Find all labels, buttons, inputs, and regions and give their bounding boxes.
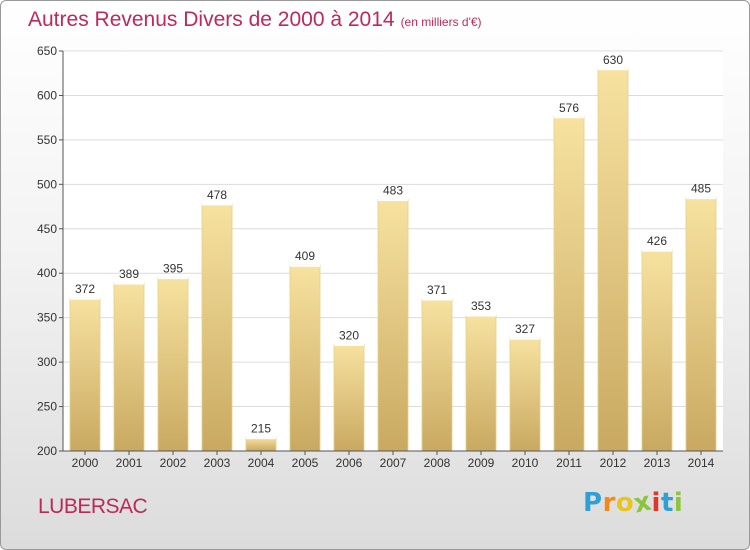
x-tick-label: 2013 (644, 456, 671, 470)
y-tick-label: 250 (37, 400, 57, 414)
bar (509, 337, 541, 452)
bar-value-label: 395 (163, 262, 183, 276)
x-tick-label: 2006 (336, 456, 363, 470)
logo-letter: t (660, 488, 674, 518)
bar (377, 199, 409, 452)
logo-letter: P (583, 488, 603, 518)
y-tick-label: 200 (37, 444, 57, 458)
bar-value-label: 409 (295, 249, 315, 263)
title-unit: (en milliers d'€) (400, 15, 482, 29)
x-tick-label: 2008 (424, 456, 451, 470)
bar (421, 298, 453, 452)
bar (685, 197, 717, 452)
x-tick-label: 2010 (512, 456, 539, 470)
y-tick-label: 350 (37, 311, 57, 325)
location-label: LUBERSAC (38, 495, 148, 518)
bar-value-label: 630 (603, 53, 623, 67)
bar-value-label: 485 (691, 182, 711, 196)
bar (245, 437, 277, 452)
x-tick-label: 2002 (160, 456, 187, 470)
x-tick-label: 2003 (204, 456, 231, 470)
x-tick-label: 2014 (688, 456, 715, 470)
bar-value-label: 353 (471, 299, 491, 313)
bar-value-label: 576 (559, 101, 579, 115)
bar-value-label: 320 (339, 328, 359, 342)
bar-value-label: 372 (75, 282, 95, 296)
logo-letter: r (602, 488, 616, 518)
x-tick-label: 2004 (248, 456, 275, 470)
y-tick-label: 650 (37, 44, 57, 58)
x-tick-label: 2001 (116, 456, 143, 470)
bar (333, 343, 365, 452)
bar-value-label: 371 (427, 283, 447, 297)
bar (641, 249, 673, 452)
bar-value-label: 215 (251, 422, 271, 436)
logo-letter: i (673, 488, 684, 518)
bar (69, 297, 101, 452)
bar (553, 116, 585, 452)
x-tick-label: 2005 (292, 456, 319, 470)
y-tick-label: 400 (37, 266, 57, 280)
bar (201, 203, 233, 452)
bar (289, 264, 321, 452)
bar (465, 314, 497, 452)
x-tick-label: 2012 (600, 456, 627, 470)
title-main: Autres Revenus Divers de 2000 à 2014 (28, 8, 395, 31)
bar-value-label: 389 (119, 267, 139, 281)
chart-title: Autres Revenus Divers de 2000 à 2014 (en … (28, 8, 482, 32)
x-tick-label: 2007 (380, 456, 407, 470)
y-tick-label: 500 (37, 177, 57, 191)
y-tick-label: 450 (37, 222, 57, 236)
bar (597, 68, 629, 452)
logo-letter: i (651, 488, 661, 518)
y-tick-label: 300 (37, 355, 57, 369)
bar-value-label: 478 (207, 188, 227, 202)
x-tick-label: 2000 (72, 456, 99, 470)
bar-value-label: 483 (383, 183, 403, 197)
brand-logo: Proxiti (583, 487, 684, 520)
x-tick-label: 2009 (468, 456, 495, 470)
bar (157, 277, 189, 452)
logo-letter: o (615, 488, 635, 518)
y-tick-label: 600 (37, 88, 57, 102)
bar (113, 282, 145, 452)
bar-value-label: 426 (647, 234, 667, 248)
bar-value-label: 327 (515, 322, 535, 336)
x-tick-label: 2011 (556, 456, 582, 470)
y-tick-label: 550 (37, 133, 57, 147)
